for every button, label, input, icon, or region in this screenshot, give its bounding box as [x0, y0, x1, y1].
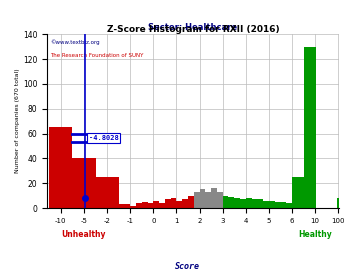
Bar [217, 192, 222, 208]
Bar [246, 198, 252, 208]
Bar [72, 158, 95, 208]
Text: Unhealthy: Unhealthy [62, 230, 106, 239]
Bar [194, 192, 199, 208]
Bar [136, 203, 142, 208]
Bar [205, 192, 211, 208]
Bar [199, 190, 205, 208]
Bar [119, 204, 130, 208]
Bar [188, 196, 194, 208]
Text: Healthy: Healthy [298, 230, 332, 239]
Title: Z-Score Histogram for RXII (2016): Z-Score Histogram for RXII (2016) [107, 25, 279, 34]
Bar [292, 177, 303, 208]
Text: -4.8028: -4.8028 [89, 135, 119, 141]
Text: The Research Foundation of SUNY: The Research Foundation of SUNY [50, 53, 143, 58]
Bar [159, 203, 165, 208]
Bar [211, 188, 217, 208]
Bar [280, 202, 286, 208]
Bar [222, 196, 229, 208]
Bar [269, 201, 275, 208]
Bar [286, 203, 292, 208]
Bar [263, 201, 269, 208]
Bar [234, 198, 240, 208]
Bar [303, 47, 316, 208]
Bar [252, 199, 257, 208]
Bar [337, 198, 339, 208]
Bar [142, 202, 148, 208]
Bar [148, 203, 153, 208]
Bar [130, 205, 136, 208]
Bar [257, 199, 263, 208]
Bar [49, 127, 72, 208]
Bar [240, 199, 246, 208]
Text: Sector: Healthcare: Sector: Healthcare [148, 23, 238, 32]
Bar [275, 202, 280, 208]
Bar [176, 201, 182, 208]
Bar [182, 199, 188, 208]
Text: ©www.textbiz.org: ©www.textbiz.org [50, 39, 100, 45]
Bar [229, 197, 234, 208]
Y-axis label: Number of companies (670 total): Number of companies (670 total) [15, 69, 20, 173]
Text: Score: Score [175, 262, 200, 270]
Bar [153, 201, 159, 208]
Bar [171, 198, 176, 208]
Bar [165, 199, 171, 208]
Bar [95, 177, 119, 208]
